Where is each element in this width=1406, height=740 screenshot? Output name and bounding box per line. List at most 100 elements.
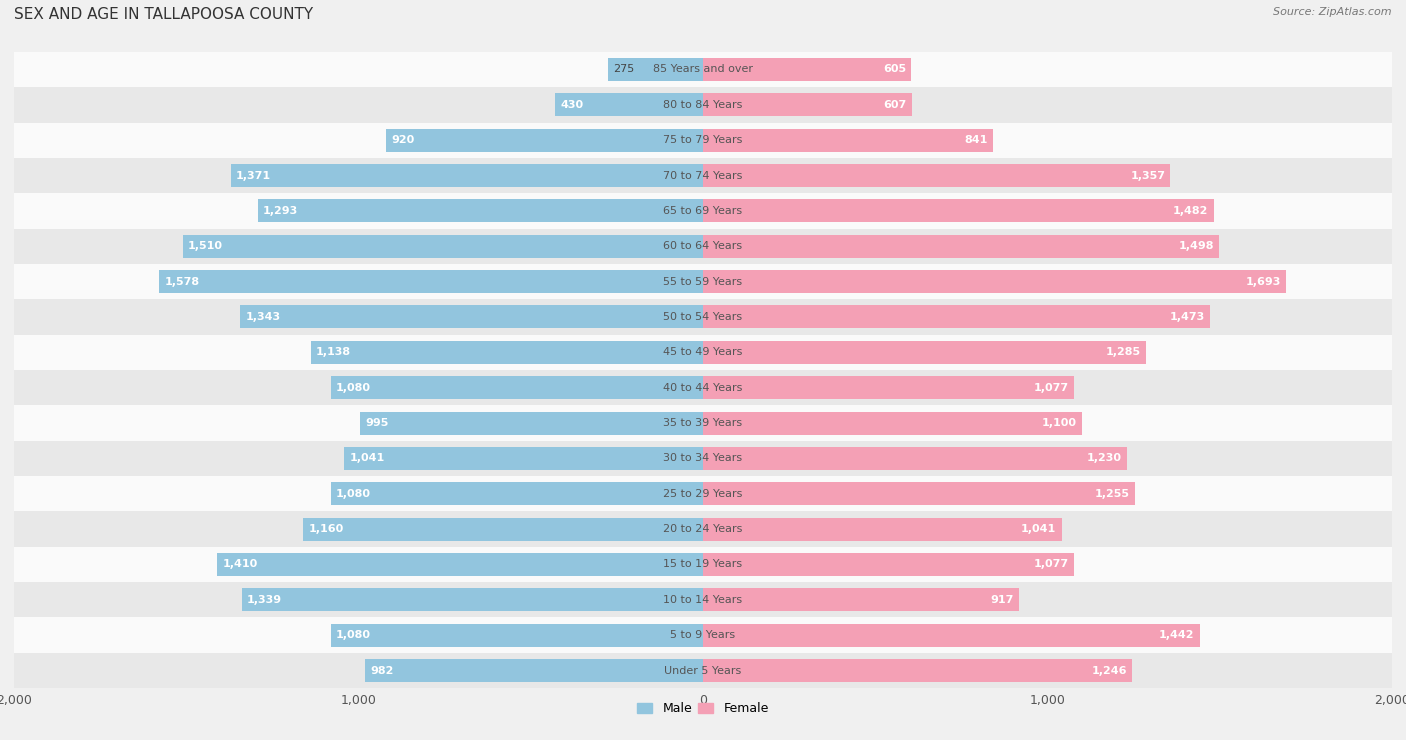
Text: 430: 430 <box>560 100 583 110</box>
Bar <box>14 511 1392 547</box>
Text: 1,077: 1,077 <box>1033 383 1069 393</box>
Bar <box>240 306 703 329</box>
Bar <box>344 447 703 470</box>
Text: 1,343: 1,343 <box>246 312 281 322</box>
Bar <box>703 553 1074 576</box>
Bar <box>703 517 1062 541</box>
Text: Under 5 Years: Under 5 Years <box>665 665 741 676</box>
Bar <box>14 406 1392 441</box>
Bar <box>311 341 703 364</box>
Text: 1,510: 1,510 <box>188 241 224 252</box>
Text: Source: ZipAtlas.com: Source: ZipAtlas.com <box>1274 7 1392 18</box>
Bar <box>703 624 1199 647</box>
Bar <box>14 547 1392 582</box>
Text: 75 to 79 Years: 75 to 79 Years <box>664 135 742 145</box>
Text: 1,339: 1,339 <box>247 595 283 605</box>
Bar <box>14 476 1392 511</box>
Text: 35 to 39 Years: 35 to 39 Years <box>664 418 742 428</box>
Bar <box>703 58 911 81</box>
Bar <box>183 235 703 258</box>
Bar <box>14 334 1392 370</box>
Text: 995: 995 <box>366 418 389 428</box>
Text: 20 to 24 Years: 20 to 24 Years <box>664 524 742 534</box>
Bar <box>703 306 1211 329</box>
Bar <box>14 617 1392 653</box>
Text: 1,080: 1,080 <box>336 630 371 640</box>
Bar <box>14 653 1392 688</box>
Bar <box>703 93 912 116</box>
Text: 920: 920 <box>391 135 415 145</box>
Text: 607: 607 <box>884 100 907 110</box>
Text: 45 to 49 Years: 45 to 49 Years <box>664 347 742 357</box>
Bar <box>14 158 1392 193</box>
Bar <box>242 588 703 611</box>
Text: SEX AND AGE IN TALLAPOOSA COUNTY: SEX AND AGE IN TALLAPOOSA COUNTY <box>14 7 314 22</box>
Text: 10 to 14 Years: 10 to 14 Years <box>664 595 742 605</box>
Text: 605: 605 <box>883 64 907 75</box>
Text: 917: 917 <box>990 595 1014 605</box>
Text: 1,357: 1,357 <box>1130 170 1166 181</box>
Text: 80 to 84 Years: 80 to 84 Years <box>664 100 742 110</box>
Bar <box>703 659 1132 682</box>
Text: 5 to 9 Years: 5 to 9 Years <box>671 630 735 640</box>
Text: 1,578: 1,578 <box>165 277 200 286</box>
Text: 85 Years and over: 85 Years and over <box>652 64 754 75</box>
Text: 1,482: 1,482 <box>1173 206 1208 216</box>
Text: 50 to 54 Years: 50 to 54 Years <box>664 312 742 322</box>
Text: 1,041: 1,041 <box>350 454 385 463</box>
Bar <box>703 341 1146 364</box>
Text: 65 to 69 Years: 65 to 69 Years <box>664 206 742 216</box>
Text: 25 to 29 Years: 25 to 29 Years <box>664 488 742 499</box>
Text: 1,077: 1,077 <box>1033 559 1069 570</box>
Bar <box>703 270 1286 293</box>
Text: 982: 982 <box>370 665 394 676</box>
Text: 1,442: 1,442 <box>1159 630 1195 640</box>
Text: 70 to 74 Years: 70 to 74 Years <box>664 170 742 181</box>
Bar <box>703 376 1074 399</box>
Text: 1,080: 1,080 <box>336 488 371 499</box>
Bar <box>218 553 703 576</box>
Bar <box>14 582 1392 617</box>
Bar <box>14 441 1392 476</box>
Bar <box>330 624 703 647</box>
Bar <box>231 164 703 187</box>
Bar <box>14 370 1392 406</box>
Bar <box>14 52 1392 87</box>
Bar <box>14 299 1392 334</box>
Legend: Male, Female: Male, Female <box>633 697 773 720</box>
Text: 1,246: 1,246 <box>1091 665 1128 676</box>
Bar <box>555 93 703 116</box>
Bar <box>703 164 1170 187</box>
Text: 1,080: 1,080 <box>336 383 371 393</box>
Text: 15 to 19 Years: 15 to 19 Years <box>664 559 742 570</box>
Text: 1,371: 1,371 <box>236 170 271 181</box>
Bar <box>703 235 1219 258</box>
Text: 1,293: 1,293 <box>263 206 298 216</box>
Bar <box>14 264 1392 299</box>
Bar <box>14 229 1392 264</box>
Text: 1,255: 1,255 <box>1095 488 1130 499</box>
Bar <box>703 447 1126 470</box>
Text: 841: 841 <box>965 135 987 145</box>
Bar <box>330 376 703 399</box>
Bar <box>703 482 1135 505</box>
Text: 275: 275 <box>613 64 634 75</box>
Bar <box>387 129 703 152</box>
Text: 1,498: 1,498 <box>1178 241 1213 252</box>
Text: 1,693: 1,693 <box>1246 277 1281 286</box>
Bar <box>257 199 703 223</box>
Text: 60 to 64 Years: 60 to 64 Years <box>664 241 742 252</box>
Text: 1,160: 1,160 <box>308 524 344 534</box>
Bar <box>360 411 703 434</box>
Bar <box>159 270 703 293</box>
Text: 30 to 34 Years: 30 to 34 Years <box>664 454 742 463</box>
Bar <box>304 517 703 541</box>
Bar <box>703 411 1083 434</box>
Text: 1,100: 1,100 <box>1042 418 1077 428</box>
Bar <box>703 588 1019 611</box>
Bar <box>703 129 993 152</box>
Bar <box>14 123 1392 158</box>
Bar <box>609 58 703 81</box>
Bar <box>703 199 1213 223</box>
Text: 55 to 59 Years: 55 to 59 Years <box>664 277 742 286</box>
